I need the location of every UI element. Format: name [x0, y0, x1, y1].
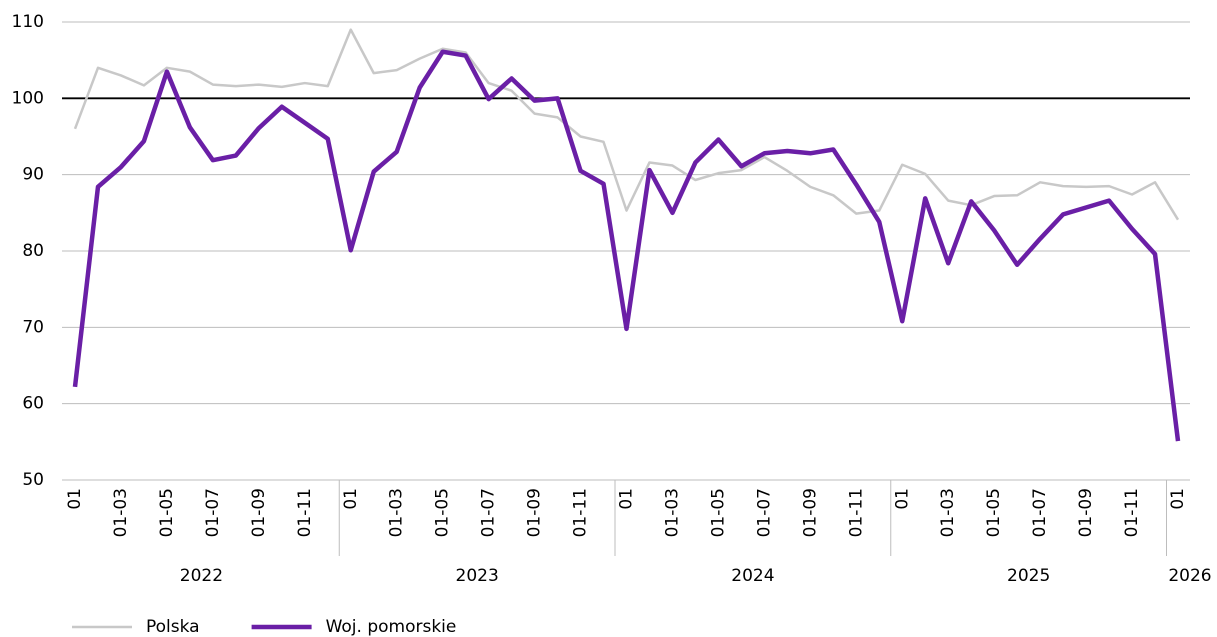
x-tick-label: 01-09 [800, 488, 820, 537]
x-tick-label: 01-03 [387, 488, 407, 537]
x-tick-label: 01-03 [938, 488, 958, 537]
x-tick-label: 01-11 [295, 488, 315, 537]
x-tick-label: 01-05 [708, 488, 728, 537]
x-tick-label: 01-07 [479, 488, 499, 537]
group-label: 2026 [1168, 566, 1211, 586]
x-tick-label: 01-09 [525, 488, 545, 537]
y-tick-label: 90 [22, 165, 44, 185]
y-tick-label: 70 [22, 317, 44, 337]
x-tick-label: 01-07 [754, 488, 774, 537]
data-line [72, 49, 1181, 442]
y-tick-label: 110 [12, 12, 44, 32]
y-tick-label: 50 [22, 470, 44, 490]
x-tick-label: 01-07 [1030, 488, 1050, 537]
x-tick-label: 01 [341, 488, 361, 510]
x-tick-label: 01-03 [111, 488, 131, 537]
x-tick-label: 01-11 [571, 488, 591, 537]
group-label: 2022 [180, 566, 223, 586]
data-line [73, 28, 1180, 221]
legend-label: Woj. pomorskie [326, 617, 457, 637]
legend-label: Polska [146, 617, 200, 637]
x-tick-label: 01-11 [846, 488, 866, 537]
y-tick-label: 100 [12, 88, 44, 108]
y-tick-label: 80 [22, 241, 44, 261]
x-tick-label: 01 [65, 488, 85, 510]
group-label: 2024 [731, 566, 774, 586]
x-tick-label: 01-03 [662, 488, 682, 537]
x-tick-label: 01 [617, 488, 637, 510]
x-tick-label: 01-05 [433, 488, 453, 537]
y-tick-label: 60 [22, 394, 44, 414]
group-label: 2023 [456, 566, 499, 586]
x-tick-label: 01-09 [249, 488, 269, 537]
group-label: 2025 [1007, 566, 1050, 586]
x-tick-label: 01 [892, 488, 912, 510]
x-tick-label: 01-07 [203, 488, 223, 537]
x-tick-label: 01 [1168, 488, 1188, 510]
x-tick-label: 01-05 [984, 488, 1004, 537]
x-tick-label: 01-09 [1076, 488, 1096, 537]
x-tick-label: 01-11 [1122, 488, 1142, 537]
x-tick-label: 01-05 [157, 488, 177, 537]
